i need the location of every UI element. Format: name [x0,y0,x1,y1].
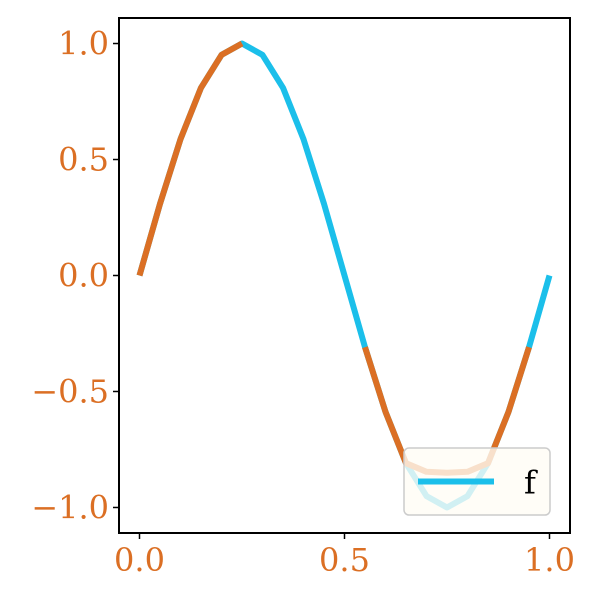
y-tick-label: 1.0 [58,25,109,63]
x-tick-label: 1.0 [524,541,575,579]
y-tick-label: −0.5 [31,372,109,410]
x-tick-label: 0.0 [114,541,165,579]
x-tick-label: 0.5 [319,541,370,579]
y-tick-label: 0.0 [58,257,109,295]
legend-label-f: f [524,464,538,502]
y-tick-label: 0.5 [58,141,109,179]
series-2-line-segment-1 [136,40,244,277]
y-tick-label: −1.0 [31,488,109,526]
